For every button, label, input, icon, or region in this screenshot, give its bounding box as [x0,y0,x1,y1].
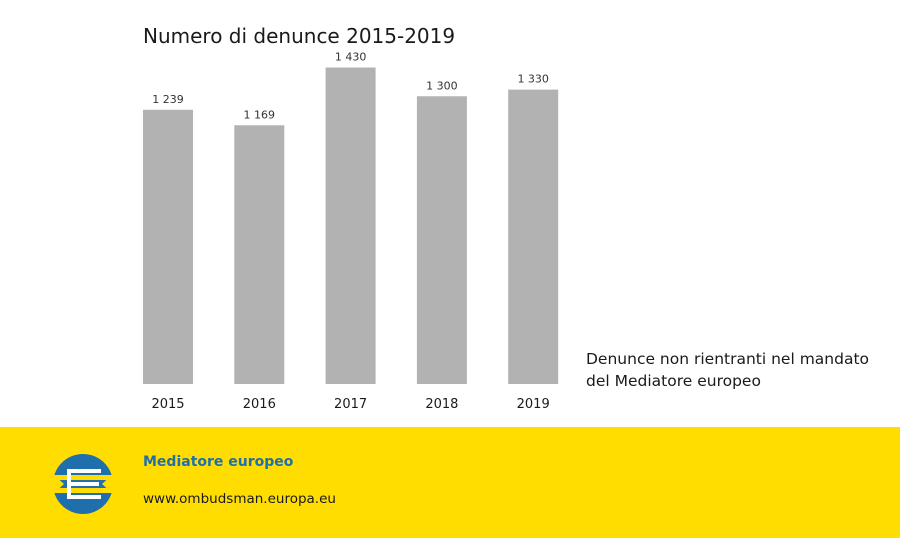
bars-layer [143,67,559,385]
footer-bar: Mediatore europeo www.ombudsman.europa.e… [0,427,900,538]
x-tick-2015: 2015 [151,397,184,412]
brand-name[interactable]: Mediatore europeo [143,454,294,470]
bar-2018 [416,96,467,385]
value-label-2018: 1 300 [426,79,458,92]
chart-title: Numero di denunce 2015-2019 [143,24,456,48]
bar-2017 [325,67,376,384]
x-axis-ticks-layer: 2015 2016 2017 2018 2019 [151,397,549,412]
value-label-2015: 1 239 [152,93,184,106]
website-link[interactable]: www.ombudsman.europa.eu [143,491,336,507]
bar-2016 [234,125,285,385]
legend-line-1: Denunce non rientranti nel mandato [586,350,870,368]
x-tick-2019: 2019 [517,397,550,412]
value-label-2017: 1 430 [335,50,367,63]
value-label-2019: 1 330 [517,73,549,86]
x-tick-2016: 2016 [243,397,276,412]
bar-2019 [508,89,559,385]
legend-text: Denunce non rientranti nel mandato del M… [586,348,896,392]
value-label-2016: 1 169 [244,108,276,121]
european-ombudsman-logo-icon[interactable] [52,453,114,515]
legend-line-2: del Mediatore europeo [586,372,761,390]
x-tick-2018: 2018 [425,397,458,412]
x-tick-2017: 2017 [334,397,367,412]
value-labels-layer: 1 239 1 169 1 430 1 300 1 330 [152,50,549,121]
bar-2015 [143,109,193,384]
